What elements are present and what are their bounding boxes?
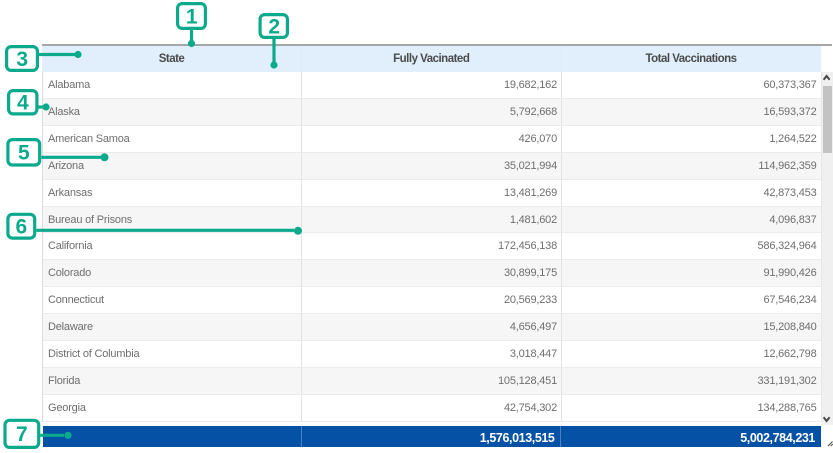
svg-text:2: 2	[268, 16, 280, 39]
svg-text:4: 4	[17, 92, 29, 115]
svg-text:1: 1	[186, 6, 198, 29]
svg-text:6: 6	[16, 216, 28, 239]
svg-text:3: 3	[16, 48, 28, 71]
svg-text:7: 7	[16, 423, 28, 446]
svg-text:5: 5	[18, 142, 30, 165]
